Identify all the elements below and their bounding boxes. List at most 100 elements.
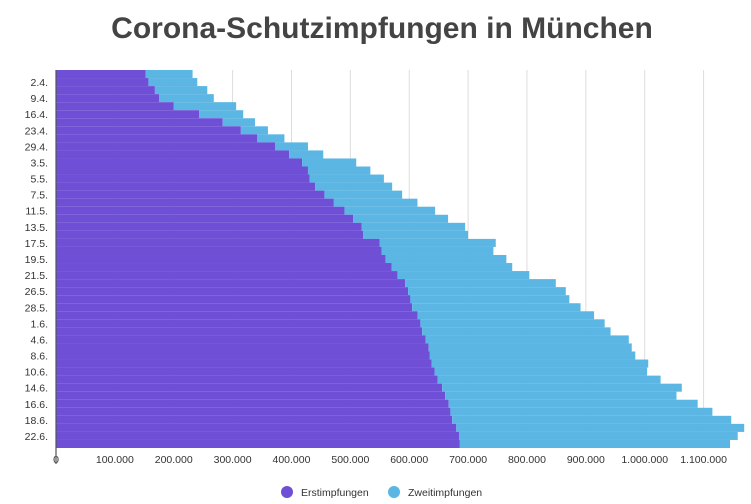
bar-zweitimpfungen <box>199 110 244 119</box>
bar-erstimpfungen <box>56 190 325 199</box>
bar-zweitimpfungen <box>240 126 268 135</box>
x-tick-label: 400.000 <box>272 454 310 466</box>
bar-zweitimpfungen <box>289 150 324 159</box>
bar-erstimpfungen <box>56 295 411 304</box>
bar-zweitimpfungen <box>379 238 496 247</box>
y-tick-label: 11.5. <box>25 206 48 218</box>
bar-erstimpfungen <box>56 246 382 255</box>
bar-zweitimpfungen <box>428 343 632 352</box>
bar-erstimpfungen <box>56 263 392 272</box>
x-tick-label: 1.000.000 <box>621 454 668 466</box>
bar-zweitimpfungen <box>145 70 193 79</box>
y-tick-label: 8.6. <box>30 351 48 363</box>
bar-zweitimpfungen <box>452 415 732 424</box>
bar-zweitimpfungen <box>391 263 513 272</box>
x-tick-label: 500.000 <box>331 454 369 466</box>
bar-erstimpfungen <box>56 118 223 127</box>
bar-zweitimpfungen <box>420 319 605 328</box>
bar-erstimpfungen <box>56 311 418 320</box>
bar-erstimpfungen <box>56 367 435 376</box>
bar-zweitimpfungen <box>274 142 308 151</box>
y-tick-label: 26.5. <box>25 286 48 298</box>
y-tick-label: 10.6. <box>25 367 48 379</box>
y-tick-label: 3.5. <box>30 157 48 169</box>
y-tick-label: 21.5. <box>25 270 48 282</box>
bar-erstimpfungen <box>56 335 426 344</box>
bar-erstimpfungen <box>56 214 354 223</box>
bar-zweitimpfungen <box>405 279 556 288</box>
bar-zweitimpfungen <box>434 367 648 376</box>
bar-erstimpfungen <box>56 150 290 159</box>
y-tick-label: 1.6. <box>30 318 48 330</box>
bar-erstimpfungen <box>56 423 457 432</box>
axes: 0100.000200.000300.000400.000500.000600.… <box>25 70 727 466</box>
x-tick-label: 700.000 <box>449 454 487 466</box>
bar-erstimpfungen <box>56 391 446 400</box>
bar-zweitimpfungen <box>257 134 285 143</box>
legend-swatch-erstimpfungen <box>281 486 293 498</box>
bar-zweitimpfungen <box>173 102 237 111</box>
bar-erstimpfungen <box>56 110 200 119</box>
x-tick-label: 300.000 <box>214 454 252 466</box>
bar-erstimpfungen <box>56 78 149 87</box>
y-tick-label: 5.5. <box>30 174 48 186</box>
bar-erstimpfungen <box>56 279 406 288</box>
bar-zweitimpfungen <box>425 335 629 344</box>
bar-zweitimpfungen <box>429 351 636 360</box>
bar-zweitimpfungen <box>381 246 494 255</box>
bar-erstimpfungen <box>56 134 258 143</box>
bar-zweitimpfungen <box>456 423 745 432</box>
y-tick-label: 14.6. <box>25 383 48 395</box>
legend-label-erstimpfungen: Erstimpfungen <box>301 487 369 499</box>
bar-zweitimpfungen <box>385 254 507 264</box>
bar-zweitimpfungen <box>442 383 682 392</box>
bar-zweitimpfungen <box>154 86 208 95</box>
bar-erstimpfungen <box>56 415 453 424</box>
y-tick-label: 19.5. <box>25 254 48 266</box>
y-tick-label: 2.4. <box>30 77 48 89</box>
bar-zweitimpfungen <box>412 303 581 312</box>
bar-zweitimpfungen <box>445 391 677 400</box>
y-tick-label: 4.6. <box>30 334 48 346</box>
bar-erstimpfungen <box>56 303 413 312</box>
bar-zweitimpfungen <box>361 222 466 231</box>
bar-erstimpfungen <box>56 407 451 416</box>
bar-zweitimpfungen <box>159 94 214 103</box>
y-tick-label: 13.5. <box>25 222 48 234</box>
bar-erstimpfungen <box>56 182 316 191</box>
bar-zweitimpfungen <box>333 198 418 207</box>
bar-zweitimpfungen <box>450 407 713 416</box>
y-tick-label: 29.4. <box>25 141 48 153</box>
bar-zweitimpfungen <box>302 158 357 167</box>
bar-erstimpfungen <box>56 142 275 151</box>
bar-erstimpfungen <box>56 94 160 103</box>
legend: Erstimpfungen Zweitimpfungen <box>281 486 482 499</box>
bar-erstimpfungen <box>56 431 460 440</box>
bar-erstimpfungen <box>56 254 386 264</box>
bar-zweitimpfungen <box>410 295 570 304</box>
bar-erstimpfungen <box>56 174 310 183</box>
y-tick-label: 16.6. <box>25 399 48 411</box>
x-tick-label: 200.000 <box>155 454 193 466</box>
bar-erstimpfungen <box>56 383 443 392</box>
bar-erstimpfungen <box>56 102 174 111</box>
bar-zweitimpfungen <box>363 230 469 239</box>
bar-zweitimpfungen <box>344 206 436 215</box>
bar-erstimpfungen <box>56 230 364 239</box>
bar-erstimpfungen <box>56 343 429 352</box>
bar-zweitimpfungen <box>353 214 449 223</box>
bar-zweitimpfungen <box>459 439 731 448</box>
bar-erstimpfungen <box>56 222 362 231</box>
bar-erstimpfungen <box>56 359 432 368</box>
x-tick-label: 100.000 <box>96 454 134 466</box>
bar-zweitimpfungen <box>309 174 384 183</box>
bar-zweitimpfungen <box>307 166 371 175</box>
bars <box>56 70 745 448</box>
bar-erstimpfungen <box>56 351 430 360</box>
bar-zweitimpfungen <box>222 118 255 127</box>
x-tick-label: 600.000 <box>390 454 428 466</box>
y-tick-label: 28.5. <box>25 302 48 314</box>
bar-erstimpfungen <box>56 238 380 247</box>
bar-erstimpfungen <box>56 158 303 167</box>
